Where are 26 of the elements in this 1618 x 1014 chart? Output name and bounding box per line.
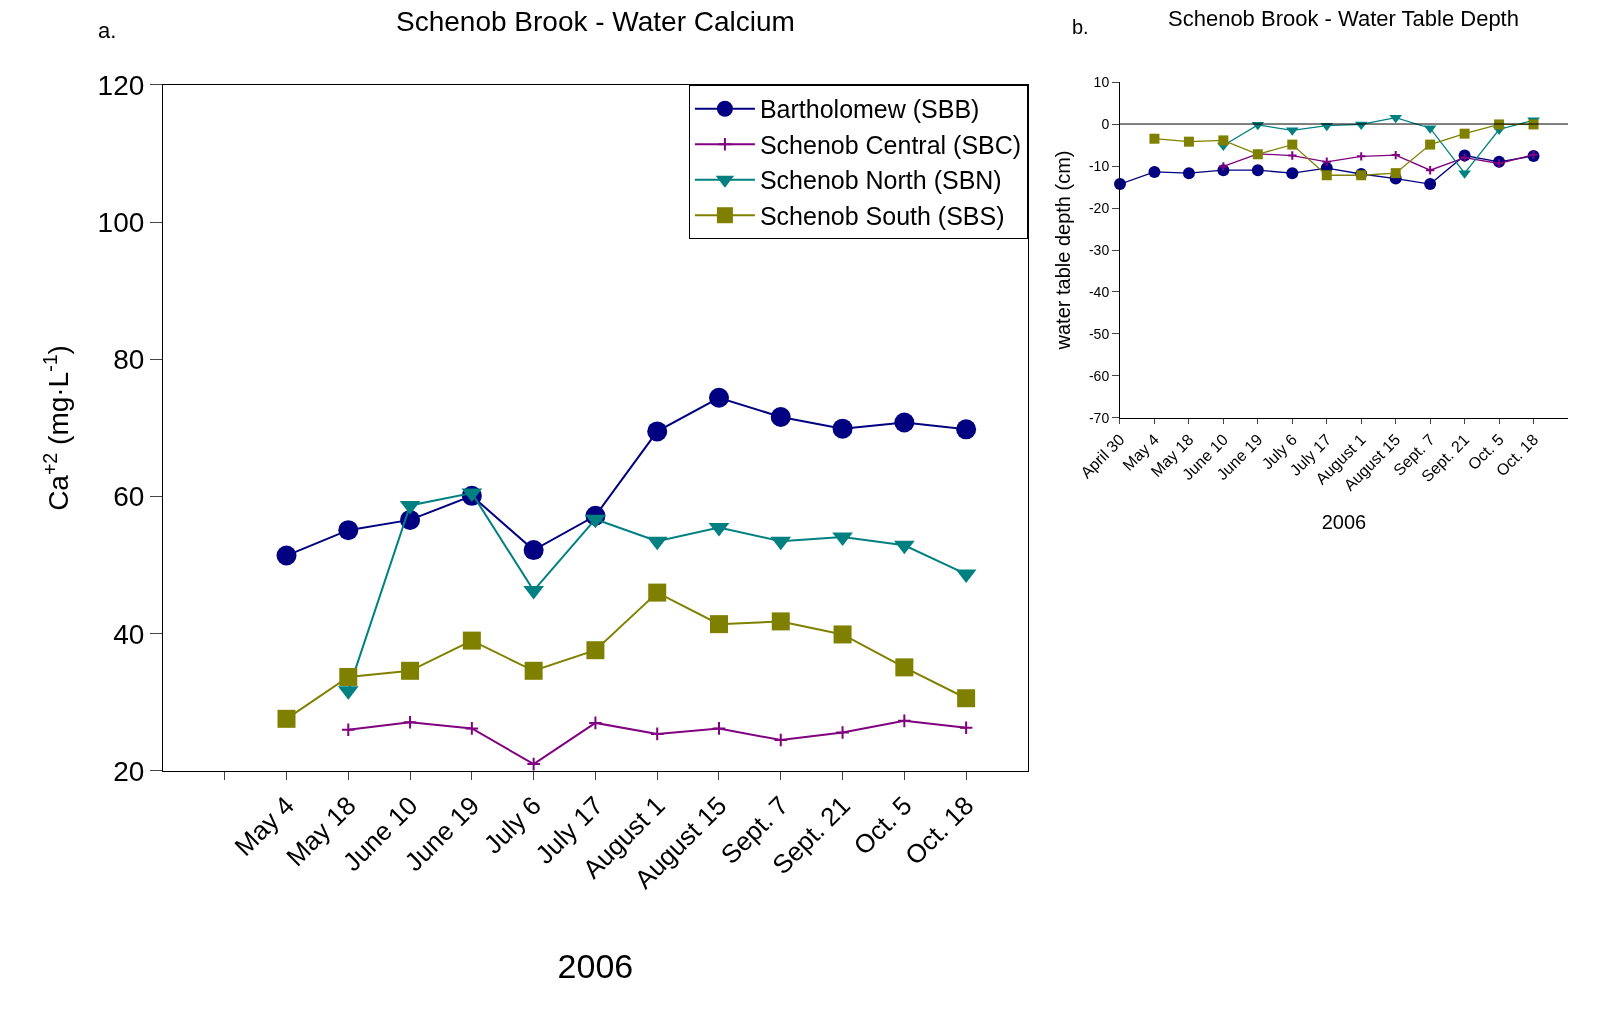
y-tick-label: 120 xyxy=(97,69,145,101)
y-tick-label: -30 xyxy=(1088,241,1110,258)
y-tick-label: -50 xyxy=(1088,325,1110,342)
y-tick-label: 80 xyxy=(113,344,145,376)
y-tick-label: -60 xyxy=(1088,367,1110,384)
y-tick-label: 20 xyxy=(113,755,145,787)
text: b. xyxy=(1072,16,1089,38)
y-tick-label: 40 xyxy=(113,618,145,650)
y-tick-label: 60 xyxy=(113,481,145,513)
y-tick-label: -70 xyxy=(1088,409,1110,426)
text: a. xyxy=(98,18,117,43)
y-tick-label: 100 xyxy=(97,206,145,238)
y-tick-label: 10 xyxy=(1093,73,1110,90)
y-tick-label: -10 xyxy=(1088,157,1110,174)
chart-title: Schenob Brook - Water Calcium xyxy=(396,6,795,37)
chart-title: Schenob Brook - Water Table Depth xyxy=(1168,6,1519,31)
y-tick-label: -40 xyxy=(1088,283,1110,300)
x-axis-title: 2006 xyxy=(1321,511,1367,534)
legend-label: Schenob South (SBS) xyxy=(759,201,1005,230)
x-axis-title: 2006 xyxy=(557,946,634,985)
y-tick-label: -20 xyxy=(1088,199,1110,216)
legend-label: Bartholomew (SBB) xyxy=(759,95,980,124)
y-tick-label: 0 xyxy=(1101,115,1110,132)
legend-label: Schenob Central (SBC) xyxy=(759,130,1022,159)
y-axis-title: water table depth (cm) xyxy=(1052,150,1075,351)
legend-label: Schenob North (SBN) xyxy=(759,166,1002,195)
